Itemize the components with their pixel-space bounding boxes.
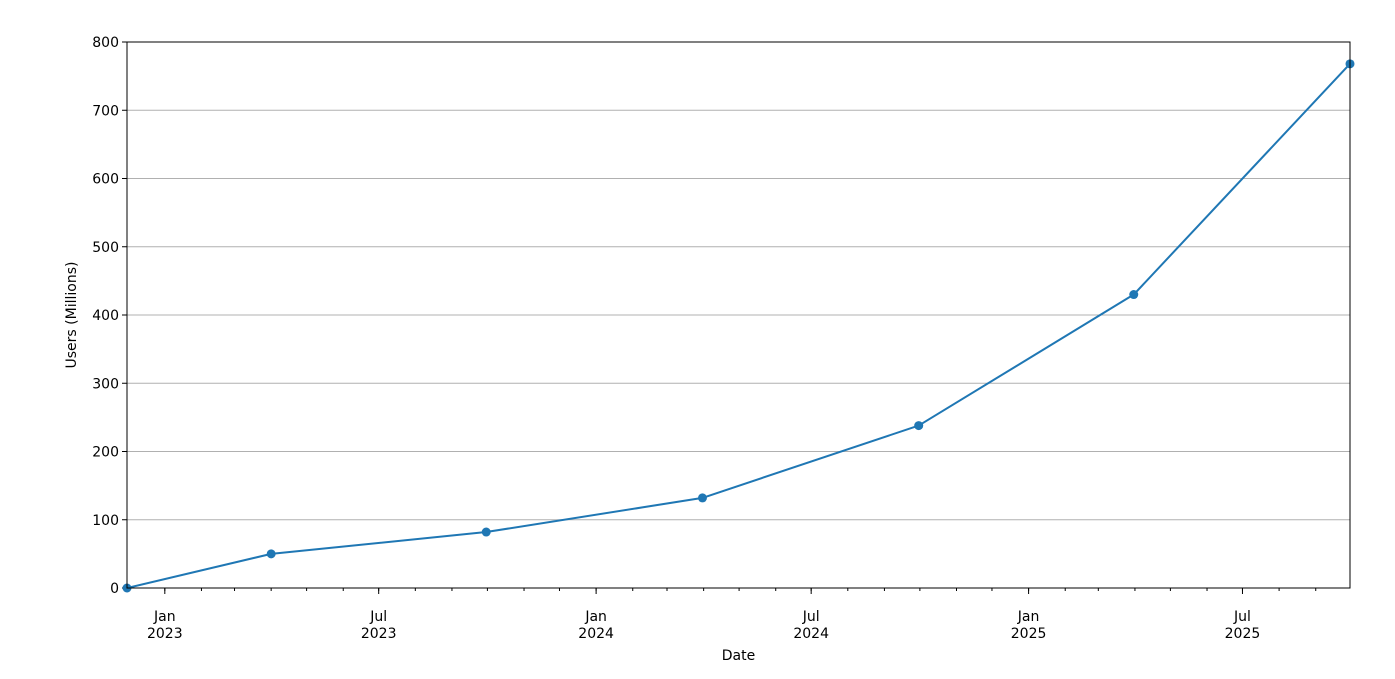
y-tick-label: 600 (92, 172, 119, 188)
y-tick-label: 0 (110, 581, 119, 597)
y-tick-label: 300 (92, 376, 119, 392)
x-axis-label: Date (722, 648, 755, 664)
data-point (266, 549, 276, 559)
data-point (481, 527, 491, 537)
x-tick-label-year: 2023 (147, 626, 183, 642)
x-tick-label-month: Jul (1233, 609, 1251, 625)
y-tick-label: 800 (92, 35, 119, 51)
data-point (697, 493, 707, 503)
y-axis-label: Users (Millions) (64, 262, 80, 369)
x-tick-label-year: 2023 (361, 626, 397, 642)
x-tick-label-month: Jul (802, 609, 820, 625)
x-tick-label-month: Jan (1017, 609, 1040, 625)
y-tick-label: 200 (92, 445, 119, 461)
x-tick-label-year: 2024 (578, 626, 614, 642)
x-tick-label-year: 2025 (1011, 626, 1047, 642)
plot-frame (126, 41, 1351, 589)
x-tick-label-month: Jul (369, 609, 387, 625)
y-tick-label: 100 (92, 513, 119, 529)
x-tick-label-month: Jan (153, 609, 176, 625)
data-point (914, 421, 924, 431)
x-major-ticks: Jan2023Jul2023Jan2024Jul2024Jan2025Jul20… (147, 588, 1260, 642)
y-tick-label: 700 (92, 103, 119, 119)
x-tick-label-year: 2025 (1225, 626, 1261, 642)
x-tick-label-year: 2024 (793, 626, 829, 642)
y-tick-label: 500 (92, 240, 119, 256)
x-tick-label-month: Jan (584, 609, 607, 625)
data-point (1129, 290, 1139, 300)
y-tick-label: 400 (92, 308, 119, 324)
y-ticks: 0 100 200 300 400 500 600 700 800 (92, 35, 127, 597)
grid-lines (127, 41, 1350, 521)
